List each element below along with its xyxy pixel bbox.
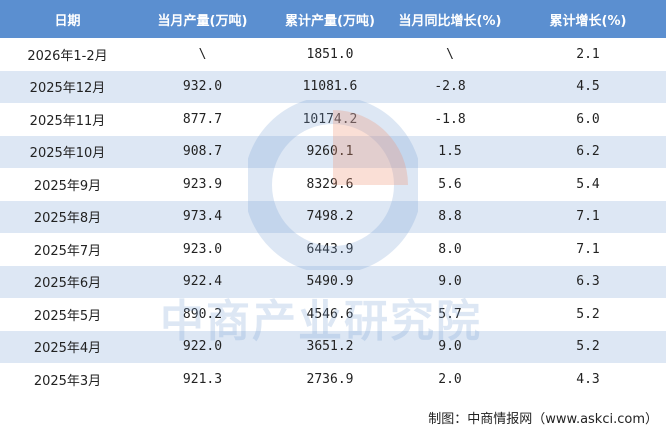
table-cell: 4.5 xyxy=(510,70,666,103)
table-row: 2025年6月 922.4 5490.9 9.0 6.3 xyxy=(0,265,666,298)
table-cell: 2025年12月 xyxy=(0,70,135,103)
table-cell: 5.2 xyxy=(576,306,600,322)
data-table: 日期 当月产量(万吨) 累计产量(万吨) 当月同比增长(%) 累计增长(%) 2026年… xyxy=(0,0,666,396)
table-row: 2025年10月 908.7 9260.1 1.5 6.2 xyxy=(0,135,666,168)
header-cell: 当月同比增长(%) xyxy=(390,0,510,38)
table-cell: 5.7 xyxy=(438,306,462,322)
table-row: 2026年1-2月 \ 1851.0 \ 2.1 xyxy=(0,38,666,71)
table-cell: 890.2 xyxy=(182,306,223,322)
table-cell: 7498.2 xyxy=(270,200,390,233)
table-cell: 7.1 xyxy=(576,241,600,257)
table-cell: 8.0 xyxy=(438,241,462,257)
table-row: 2025年5月 890.2 4546.6 5.7 5.2 xyxy=(0,298,666,331)
table-cell: 2025年3月 xyxy=(33,373,102,389)
table-cell: 908.7 xyxy=(135,135,270,168)
table-cell: \ xyxy=(198,46,207,62)
table-cell: \ xyxy=(446,46,454,62)
table-cell: 922.4 xyxy=(135,265,270,298)
table-cell: -1.8 xyxy=(434,111,466,127)
table-cell: 6.0 xyxy=(576,111,600,127)
table-cell: 6443.9 xyxy=(306,241,354,257)
table-cell: 8.8 xyxy=(390,200,510,233)
table-cell: 6.2 xyxy=(510,135,666,168)
table-cell: 2025年10月 xyxy=(0,135,135,168)
table-row: 2025年8月 973.4 7498.2 8.8 7.1 xyxy=(0,200,666,233)
header-cell: 日期 xyxy=(0,0,135,38)
table-cell: 2026年1-2月 xyxy=(27,48,108,64)
table-cell: 2025年8月 xyxy=(0,200,135,233)
table-cell: 9.0 xyxy=(390,330,510,363)
table-cell: 11081.6 xyxy=(270,70,390,103)
table-cell: 922.0 xyxy=(135,330,270,363)
table-cell: 5490.9 xyxy=(270,265,390,298)
table-cell: 9.0 xyxy=(390,265,510,298)
table-cell: 923.9 xyxy=(182,176,223,192)
table-cell: 932.0 xyxy=(135,70,270,103)
table-row: 2025年3月 921.3 2736.9 2.0 4.3 xyxy=(0,363,666,396)
table-cell: 2025年7月 xyxy=(33,243,102,259)
footer: 制图：中商情报网（www.askci.com） xyxy=(428,412,658,427)
table-cell: 2736.9 xyxy=(306,371,354,387)
table-cell: 2025年11月 xyxy=(29,113,106,129)
table-cell: 921.3 xyxy=(182,371,223,387)
table-cell: 923.0 xyxy=(182,241,223,257)
table-cell: 3651.2 xyxy=(270,330,390,363)
table-cell: 973.4 xyxy=(135,200,270,233)
header-cell: 累计增长(%) xyxy=(510,0,666,38)
table-row: 2025年4月 922.0 3651.2 9.0 5.2 xyxy=(0,330,666,363)
table-cell: 9260.1 xyxy=(270,135,390,168)
header-row: 日期 当月产量(万吨) 累计产量(万吨) 当月同比增长(%) 累计增长(%) xyxy=(0,0,666,38)
table-cell: 5.2 xyxy=(510,330,666,363)
table-row: 2025年7月 923.0 6443.9 8.0 7.1 xyxy=(0,233,666,266)
table-cell: 4.3 xyxy=(576,371,600,387)
table-row: 2025年11月 877.7 10174.2 -1.8 6.0 xyxy=(0,103,666,136)
table-cell: 4546.6 xyxy=(306,306,354,322)
header-cell: 当月产量(万吨) xyxy=(135,0,270,38)
table-cell: 7.1 xyxy=(510,200,666,233)
header-cell: 累计产量(万吨) xyxy=(270,0,390,38)
table-cell: 877.7 xyxy=(182,111,223,127)
table-cell: 2025年6月 xyxy=(0,265,135,298)
table-body: 2026年1-2月 \ 1851.0 \ 2.1 2025年12月 932.0 11081.6… xyxy=(0,38,666,396)
table-cell: 2025年4月 xyxy=(0,330,135,363)
table-cell: -2.8 xyxy=(390,70,510,103)
table-cell: 10174.2 xyxy=(302,111,358,127)
table-cell: 6.3 xyxy=(510,265,666,298)
table-cell: 1851.0 xyxy=(306,46,354,62)
table-cell: 2.0 xyxy=(438,371,462,387)
table-row: 2025年12月 932.0 11081.6 -2.8 4.5 xyxy=(0,70,666,103)
table-row: 2025年9月 923.9 8329.6 5.6 5.4 xyxy=(0,168,666,201)
table-cell: 1.5 xyxy=(390,135,510,168)
table-cell: 2025年5月 xyxy=(33,308,102,324)
table-cell: 2.1 xyxy=(576,46,600,62)
table-cell: 5.4 xyxy=(576,176,600,192)
table-cell: 2025年9月 xyxy=(33,178,102,194)
table-cell: 5.6 xyxy=(438,176,462,192)
table-cell: 8329.6 xyxy=(306,176,354,192)
